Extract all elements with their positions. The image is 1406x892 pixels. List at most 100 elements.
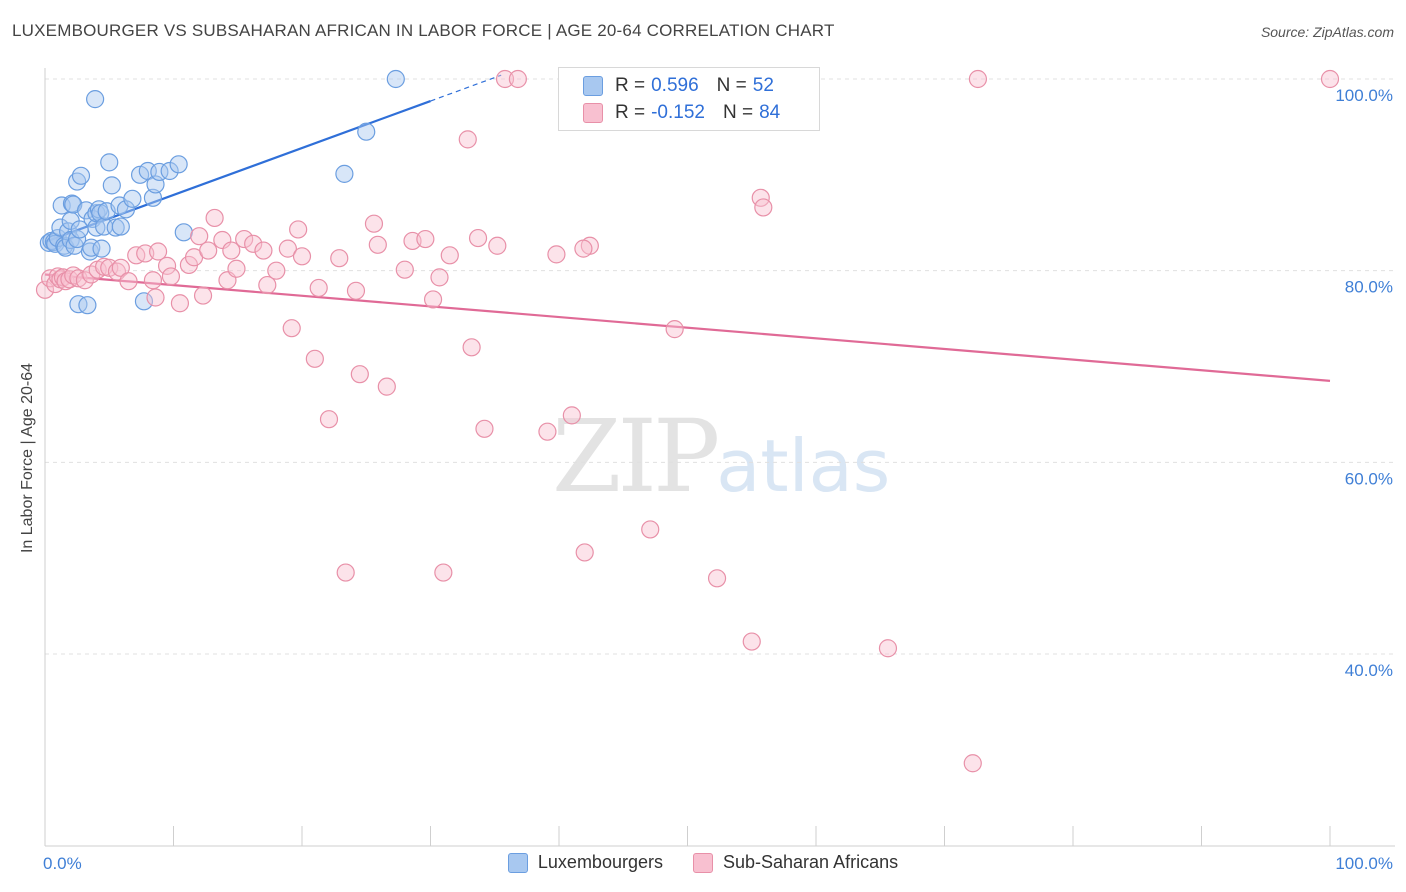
subsaharan-point (575, 543, 594, 562)
chart-title: LUXEMBOURGER VS SUBSAHARAN AFRICAN IN LA… (12, 21, 835, 40)
luxembourger-point (357, 122, 376, 141)
subsaharan-point (350, 365, 369, 384)
legend-label: Luxembourgers (537, 852, 663, 872)
subsaharan-point (562, 406, 581, 425)
luxembourger-point (106, 218, 125, 237)
legend-r-label: R = (615, 75, 646, 96)
subsaharan-point (148, 242, 168, 261)
subsaharan-point (193, 286, 213, 305)
subsaharan-point (742, 632, 761, 651)
luxembourger-point (169, 155, 188, 174)
legend-n-label: N = (722, 102, 754, 123)
luxembourger-point (39, 233, 58, 252)
subsaharan-point (488, 236, 507, 255)
subsaharan-point (878, 639, 898, 658)
legend-n-value: 52 (752, 75, 774, 96)
subsaharan-point (508, 69, 527, 89)
subsaharan-point (143, 271, 163, 290)
subsaharan-point (267, 261, 286, 280)
subsaharan-point (292, 247, 312, 266)
subsaharan-point (170, 294, 190, 313)
legend-n-label: N = (716, 75, 747, 96)
subsaharan-point (377, 377, 396, 396)
luxembourger-point (116, 200, 136, 219)
legend-item-luxembourgers[interactable]: Luxembourgers (507, 852, 663, 873)
points-layer (35, 69, 1340, 773)
subsaharan-point (462, 338, 481, 357)
luxembourger-point (71, 166, 91, 185)
subsaharan-point (235, 229, 254, 249)
subsaharan-point (475, 419, 494, 438)
luxembourger-point (386, 69, 405, 89)
subsaharan-point (205, 208, 224, 228)
subsaharan-point (368, 235, 387, 254)
y-tick-label: 60.0% (1345, 469, 1393, 488)
luxembourger-trend-extension (430, 74, 502, 102)
subsaharan-point (258, 275, 277, 295)
subsaharan-point (127, 246, 146, 265)
subsaharan-point (547, 245, 566, 264)
luxembourger-point (91, 204, 110, 223)
luxembourger-point (123, 189, 142, 208)
subsaharan-point (754, 198, 773, 217)
luxembourger-trend-line (44, 100, 431, 243)
legend-r-value: -0.152 (651, 102, 705, 123)
subsaharan-point (254, 241, 273, 260)
y-tick-label: 100.0% (1335, 86, 1393, 105)
legend-swatch-blue (507, 852, 528, 873)
subsaharan-point (278, 239, 297, 258)
subsaharan-point (440, 246, 459, 265)
subsaharan-point (119, 272, 138, 291)
luxembourger-point (78, 296, 97, 315)
subsaharan-point (161, 267, 181, 286)
luxembourger-point (86, 90, 105, 109)
subsaharan-point (111, 258, 130, 277)
luxembourger-point (92, 239, 111, 258)
subsaharan-point (665, 320, 684, 339)
legend-row-subsaharan: R = -0.152 N = 84 (583, 101, 780, 125)
subsaharan-point (222, 241, 241, 260)
subsaharan-point (538, 422, 557, 441)
subsaharan-point (707, 569, 727, 588)
x-tick-label: 100.0% (1335, 854, 1393, 873)
grid-layer (45, 78, 1395, 655)
subsaharan-point (574, 239, 593, 258)
subsaharan-point (227, 259, 246, 278)
luxembourger-point (134, 292, 154, 311)
subsaharan-point (495, 69, 515, 89)
subsaharan-point (305, 349, 324, 368)
subsaharan-point (146, 288, 165, 307)
legend-item-subsaharan[interactable]: Sub-Saharan Africans (692, 852, 898, 873)
subsaharan-point (244, 234, 263, 253)
subsaharan-point (458, 130, 477, 149)
trend-layer (44, 74, 1331, 382)
axis-layer (44, 68, 1395, 847)
subsaharan-point (199, 241, 218, 260)
subsaharan-point (330, 249, 349, 268)
y-tick-label: 40.0% (1345, 661, 1393, 680)
subsaharan-point (395, 260, 414, 279)
luxembourger-point (160, 161, 179, 181)
source-label: Source: ZipAtlas.com (1260, 24, 1394, 40)
luxembourger-point (111, 217, 130, 236)
subsaharan-point (35, 280, 55, 299)
subsaharan-point (309, 278, 328, 298)
luxembourger-point (87, 218, 106, 237)
subsaharan-point (364, 214, 384, 233)
subsaharan-point (641, 520, 660, 539)
subsaharan-trend-line (44, 273, 1331, 382)
legend-swatch-pink (692, 852, 713, 873)
subsaharan-point (968, 69, 988, 89)
y-tick-label: 80.0% (1345, 278, 1393, 297)
subsaharan-point (434, 563, 453, 582)
x-tick-label: 0.0% (43, 854, 82, 873)
subsaharan-point (190, 227, 209, 246)
subsaharan-point (416, 229, 435, 249)
legend-swatch-pink (583, 103, 603, 123)
subsaharan-point (319, 410, 339, 429)
subsaharan-point (213, 230, 232, 250)
subsaharan-point (289, 220, 308, 239)
tick-label-layer: 40.0% 60.0% 80.0% 100.0% 0.0% 100.0% (43, 86, 1393, 873)
luxembourger-point (102, 176, 121, 195)
